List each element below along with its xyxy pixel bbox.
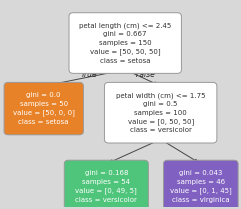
FancyBboxPatch shape — [4, 82, 83, 135]
Text: gini = 0.043
samples = 46
value = [0, 1, 45]
class = virginica: gini = 0.043 samples = 46 value = [0, 1,… — [170, 170, 232, 203]
Text: True: True — [81, 70, 98, 79]
FancyBboxPatch shape — [104, 82, 217, 143]
Text: petal width (cm) <= 1.75
gini = 0.5
samples = 100
value = [0, 50, 50]
class = ve: petal width (cm) <= 1.75 gini = 0.5 samp… — [116, 92, 205, 133]
Text: gini = 0.168
samples = 54
value = [0, 49, 5]
class = versicolor: gini = 0.168 samples = 54 value = [0, 49… — [75, 170, 137, 203]
Text: gini = 0.0
samples = 50
value = [50, 0, 0]
class = setosa: gini = 0.0 samples = 50 value = [50, 0, … — [13, 92, 75, 125]
Text: petal length (cm) <= 2.45
gini = 0.667
samples = 150
value = [50, 50, 50]
class : petal length (cm) <= 2.45 gini = 0.667 s… — [79, 22, 171, 64]
FancyBboxPatch shape — [163, 160, 238, 209]
Text: False: False — [136, 70, 156, 79]
FancyBboxPatch shape — [64, 160, 148, 209]
FancyBboxPatch shape — [69, 13, 181, 73]
